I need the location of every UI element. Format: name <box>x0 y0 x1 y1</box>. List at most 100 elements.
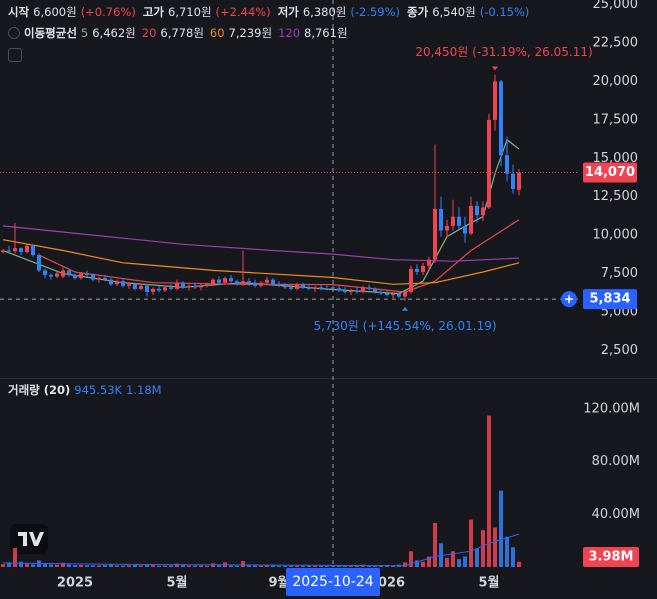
candle-body <box>205 284 209 286</box>
volume-bar <box>25 563 29 567</box>
candle-body <box>247 281 251 283</box>
volume-bar <box>463 556 467 567</box>
y-tick-label: 22,500 <box>593 36 639 51</box>
volume-bar <box>499 490 503 567</box>
ohlc-label: 시작 <box>8 5 30 19</box>
volume-bar <box>193 565 197 567</box>
volume-bar <box>343 565 347 567</box>
volume-bar <box>163 565 167 567</box>
volume-bar <box>283 565 287 567</box>
candle-body <box>301 284 305 288</box>
volume-title: 거래량 (20) <box>8 383 71 397</box>
ohlc-change: (+0.76%) <box>80 5 136 19</box>
x-tick-label: 5월 <box>478 575 499 591</box>
ohlc-change: (-2.59%) <box>350 5 401 19</box>
candle-body <box>379 291 383 294</box>
ma-value: 7,239원 <box>228 26 273 40</box>
candle-body <box>109 279 113 285</box>
candle-body <box>187 285 191 288</box>
candle-body <box>37 255 41 271</box>
volume-bar <box>505 536 509 567</box>
last-price-label: 14,070 <box>585 165 635 180</box>
volume-bar <box>475 548 479 567</box>
candle-body <box>223 278 227 283</box>
y-tick-label: 10,000 <box>593 228 639 243</box>
crosshair-price-box <box>583 289 637 310</box>
candle-body <box>391 293 395 296</box>
volume-bar <box>205 565 209 567</box>
candle-body <box>199 285 203 288</box>
volume-bar <box>151 565 155 567</box>
y-tick-label: 20,000 <box>593 74 639 89</box>
candle-body <box>325 288 329 290</box>
volume-bar <box>433 522 437 567</box>
volume-bar <box>445 557 449 567</box>
volume-bar <box>115 565 119 567</box>
volume-bar <box>85 565 89 567</box>
volume-bar <box>127 565 131 567</box>
candle-body <box>91 275 95 280</box>
volume-bar <box>331 565 335 567</box>
volume-bar <box>181 565 185 567</box>
ohlc-value: 6,600원 <box>33 5 77 19</box>
volume-bar <box>289 565 293 567</box>
volume-bar <box>175 563 179 567</box>
volume-bar <box>295 565 299 567</box>
crosshair-add-icon <box>565 295 573 304</box>
volume-bar <box>169 565 173 567</box>
candle-body <box>355 290 359 292</box>
x-tick-label: 2025 <box>57 576 93 591</box>
candle-body <box>373 288 377 292</box>
candle-body <box>349 290 353 292</box>
ohlc-label: 저가 <box>277 5 299 19</box>
volume-bar <box>457 559 461 567</box>
candle-body <box>421 265 425 272</box>
candle-body <box>295 284 299 289</box>
last-price-box <box>583 162 637 183</box>
volume-bar <box>265 564 269 567</box>
candle-body <box>319 287 323 289</box>
candle-body <box>121 281 125 286</box>
candle-body <box>7 250 11 252</box>
candle-body <box>331 287 335 289</box>
candle-body <box>25 245 29 252</box>
volume-bar <box>61 562 65 567</box>
volume-bar <box>337 565 341 567</box>
collapse-button[interactable] <box>8 48 22 62</box>
volume-bar <box>247 565 251 567</box>
ma-period: 120 <box>278 26 301 40</box>
volume-bar <box>67 564 71 567</box>
ma-value: 8,761원 <box>304 26 348 40</box>
y-tick-label: 25,000 <box>593 0 639 12</box>
volume-bar <box>403 562 407 567</box>
volume-bar <box>367 565 371 567</box>
candle-body <box>151 288 155 292</box>
candle-body <box>1 250 5 252</box>
volume-bar <box>319 565 323 567</box>
volume-bar <box>31 564 35 567</box>
crosshair-date-label: 2025-10-24 <box>292 574 373 590</box>
candle-body <box>289 287 293 289</box>
volume-bar <box>517 561 521 567</box>
volume-bar <box>481 530 485 567</box>
ma-legend: 이동평균선 5 6,462원 20 6,778원 60 7,239원 120 8,761원 <box>8 25 350 41</box>
candle-body <box>49 275 53 277</box>
candle-body <box>343 290 347 292</box>
collapse-row <box>8 48 22 62</box>
volume-bar <box>493 527 497 567</box>
candle-body <box>481 207 485 216</box>
ma-toggle-icon[interactable] <box>8 27 20 39</box>
y-tick-label: 7,500 <box>601 266 638 281</box>
candle-body <box>403 291 407 297</box>
volume-bar <box>97 565 101 567</box>
volume-bar <box>379 565 383 567</box>
candle-body <box>337 288 341 291</box>
volume-bar <box>19 561 23 567</box>
candle-body <box>97 278 101 280</box>
volume-bar <box>109 564 113 567</box>
volume-bar <box>409 551 413 567</box>
candle-body <box>451 216 455 226</box>
candle-body <box>505 155 509 174</box>
candle-body <box>55 273 59 277</box>
crosshair-date-box <box>286 568 380 596</box>
